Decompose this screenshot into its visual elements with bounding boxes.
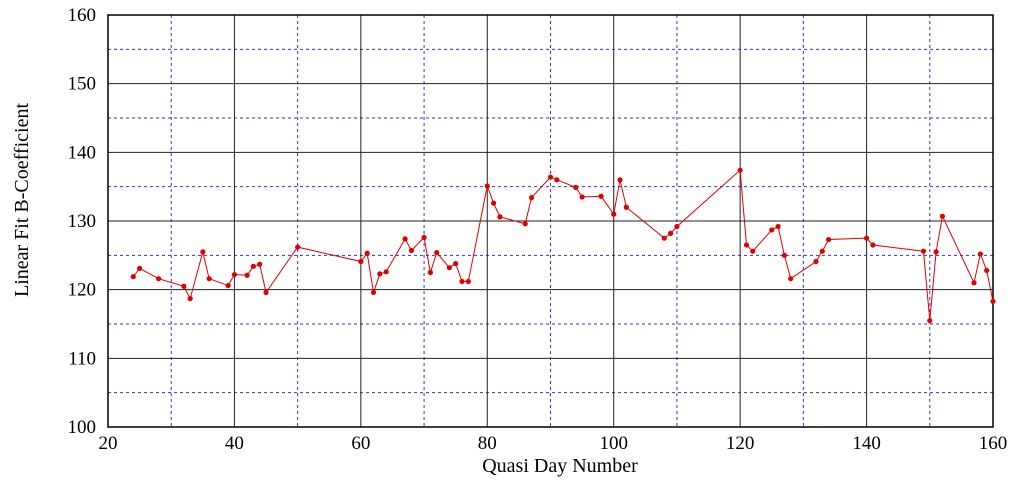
point [358, 258, 364, 265]
point [611, 211, 617, 217]
point [383, 269, 389, 275]
point [927, 317, 933, 324]
point [491, 200, 497, 206]
point [781, 252, 787, 258]
x-tick-label: 140 [852, 433, 881, 454]
point [819, 248, 825, 254]
point [674, 223, 680, 230]
x-tick-label: 80 [478, 433, 497, 454]
point [206, 276, 212, 282]
point [750, 248, 756, 254]
point [863, 235, 870, 241]
point [788, 276, 794, 282]
point [459, 278, 465, 285]
point [155, 276, 162, 282]
point [573, 184, 579, 190]
y-tick-label: 100 [68, 417, 97, 438]
point [200, 249, 206, 255]
point [826, 236, 832, 243]
point [920, 248, 927, 254]
point [465, 278, 471, 285]
y-tick-label: 140 [68, 142, 97, 163]
point [939, 213, 946, 219]
point [364, 250, 370, 256]
plot-frame [107, 14, 994, 428]
point [737, 167, 743, 173]
point [187, 295, 193, 302]
point [484, 183, 490, 189]
point [453, 260, 459, 267]
point [668, 230, 674, 236]
line [132, 169, 994, 321]
point [225, 282, 231, 289]
point [377, 271, 383, 277]
point [661, 235, 667, 241]
point [623, 204, 629, 210]
point [130, 274, 136, 280]
point [370, 289, 377, 296]
point [617, 177, 623, 183]
x-tick-label: 60 [351, 433, 370, 454]
x-axis-title: Quasi Day Number [482, 455, 638, 477]
point [434, 249, 440, 256]
point [547, 174, 554, 180]
point [743, 242, 750, 248]
point [775, 223, 781, 230]
y-tick-label: 150 [68, 74, 97, 95]
y-tick-label: 160 [68, 5, 97, 26]
point [769, 227, 775, 233]
x-tick-label: 120 [726, 433, 755, 454]
point [244, 272, 250, 278]
point [528, 195, 535, 201]
x-tick-label: 100 [599, 433, 628, 454]
point [421, 234, 427, 241]
point [984, 267, 990, 274]
point [813, 258, 819, 265]
point [579, 194, 585, 200]
point [250, 263, 256, 269]
point [522, 221, 528, 227]
y-tick-label: 120 [68, 280, 97, 301]
point [137, 265, 143, 271]
point [598, 193, 604, 199]
point [977, 251, 983, 257]
point [497, 214, 503, 220]
y-tick-label: 130 [68, 211, 97, 232]
point [446, 265, 452, 271]
point [933, 249, 939, 255]
point [990, 298, 996, 304]
point [263, 289, 269, 296]
point [231, 271, 238, 278]
point [554, 177, 560, 183]
point [870, 242, 876, 248]
y-axis-title: Linear Fit B-Coefficient [11, 103, 33, 297]
point [181, 283, 187, 289]
point [408, 247, 415, 254]
y-tick-label: 110 [68, 348, 96, 369]
x-tick-label: 40 [225, 433, 244, 454]
point [971, 280, 977, 286]
point [257, 261, 263, 267]
x-tick-label: 20 [99, 433, 118, 454]
point [295, 244, 301, 250]
x-tick-label: 160 [979, 433, 1008, 454]
point [402, 236, 408, 242]
point [427, 269, 433, 276]
